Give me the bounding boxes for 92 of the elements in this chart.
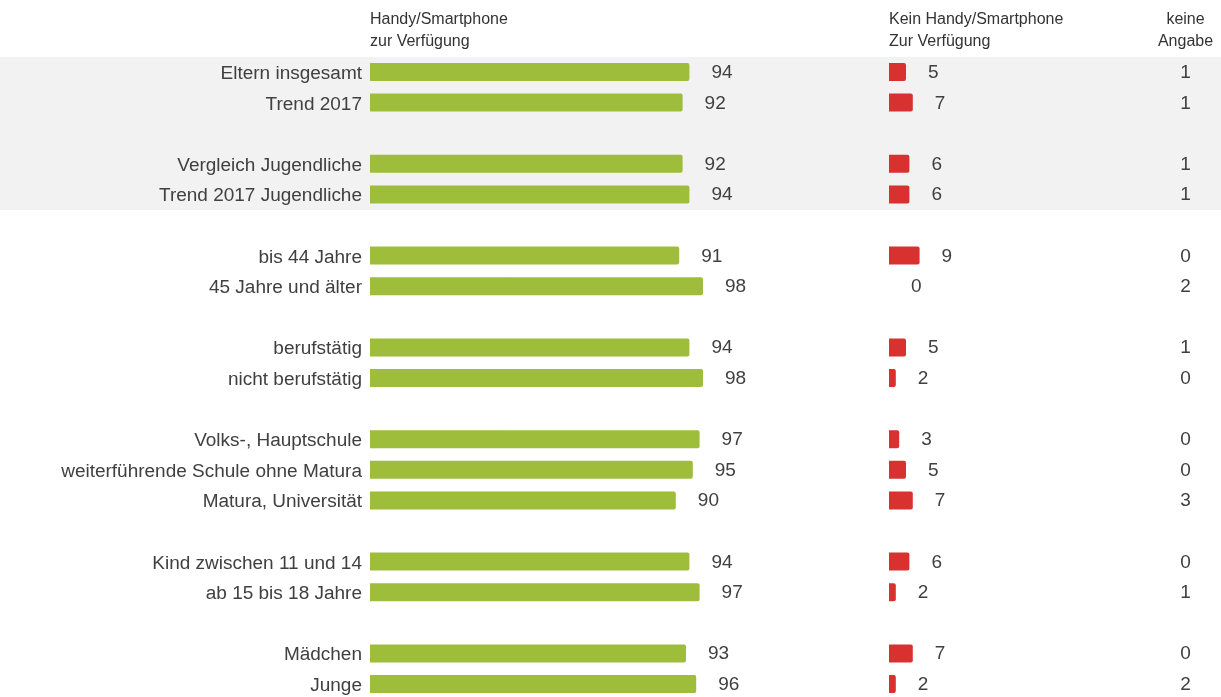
bar [370, 93, 683, 112]
data-label: 7 [934, 90, 946, 115]
bar [889, 93, 913, 112]
y-tick-label: ab 15 bis 18 Jahre [205, 582, 362, 604]
data-label: 97 [721, 427, 743, 452]
bar [370, 154, 683, 173]
data-label: 7 [934, 641, 946, 666]
data-label: 1 [1179, 60, 1192, 84]
data-label: 1 [1179, 151, 1192, 176]
data-label: 2 [1179, 274, 1192, 299]
data-label: 90 [697, 488, 719, 513]
bar [370, 674, 697, 693]
bar [889, 491, 913, 510]
data-label: 0 [1179, 243, 1192, 268]
bar [889, 430, 900, 449]
bar [370, 491, 676, 510]
data-label: 95 [714, 457, 736, 482]
bar [370, 460, 693, 479]
bar [889, 369, 896, 387]
bar [370, 552, 690, 571]
bar [370, 338, 690, 357]
data-label: 98 [725, 366, 747, 390]
bar [370, 185, 690, 204]
y-tick-label: Trend 2017 Jugendliche [159, 184, 362, 206]
data-label: 94 [711, 182, 733, 207]
bar [889, 460, 906, 479]
data-label: 5 [927, 335, 939, 360]
data-label: 91 [701, 243, 723, 268]
data-label: 1 [1179, 182, 1192, 207]
bar [370, 63, 690, 81]
data-label: 97 [721, 580, 743, 605]
bar [889, 185, 910, 204]
y-tick-label: Vergleich Jugendliche [177, 153, 362, 175]
bar [370, 644, 687, 663]
data-label: 5 [927, 60, 939, 84]
data-label: 6 [931, 549, 942, 574]
data-label: 98 [725, 274, 747, 299]
text: Kein Handy/Smartphone Zur Verfügung [889, 10, 1064, 49]
bar [370, 277, 703, 296]
bar [889, 674, 896, 693]
y-tick-label: Junge [310, 674, 362, 696]
y-tick-label: Trend 2017 [265, 92, 362, 114]
data-label: 92 [704, 90, 726, 115]
data-label: 6 [931, 182, 942, 207]
data-label: 6 [931, 151, 942, 176]
y-tick-label: 45 Jahre und älter [208, 276, 362, 298]
data-label: 94 [711, 549, 733, 574]
y-tick-label: Volks-, Hauptschule [194, 429, 362, 451]
y-tick-label: Mädchen [283, 643, 362, 665]
chart-title: Handy/Smartphone zur Verfügung [370, 9, 509, 51]
y-tick-label: nicht berufstätig [227, 368, 362, 390]
data-label: 0 [1179, 549, 1192, 574]
data-label: 0 [1179, 641, 1192, 666]
data-label: 0 [1179, 457, 1192, 482]
data-label: 92 [704, 151, 726, 176]
bar [889, 63, 906, 81]
data-label: 1 [1179, 90, 1192, 115]
bar [889, 246, 920, 265]
data-label: 96 [718, 672, 740, 696]
bar [889, 338, 906, 357]
data-label: 3 [921, 427, 932, 452]
data-label: 7 [934, 488, 946, 513]
bar [370, 430, 700, 449]
data-label: 2 [917, 366, 929, 390]
text: keine Angabe [1156, 9, 1215, 51]
y-tick-label: weiterführende Schule ohne Matura [60, 459, 363, 481]
data-label: 94 [711, 60, 733, 84]
bar [370, 246, 680, 265]
data-label: 3 [1179, 488, 1192, 513]
bar [889, 154, 910, 173]
data-label: 5 [927, 457, 939, 482]
data-label: 94 [711, 335, 733, 360]
data-label: 1 [1179, 335, 1192, 360]
y-tick-label: berufstätig [273, 337, 362, 359]
bar [889, 644, 913, 663]
bar [370, 369, 703, 387]
data-label: 1 [1179, 580, 1192, 605]
data-label: 0 [1179, 365, 1192, 390]
y-tick-label: Kind zwischen 11 und 14 [152, 551, 362, 573]
y-tick-label: Eltern insgesamt [220, 62, 363, 84]
data-label: 0 [1179, 427, 1192, 452]
data-label: 9 [941, 243, 953, 268]
data-label: 0 [911, 274, 922, 299]
y-tick-label: bis 44 Jahre [258, 245, 362, 267]
y-tick-label: Matura, Universität [202, 490, 363, 512]
data-label: 2 [1179, 671, 1192, 696]
bar [889, 552, 910, 571]
bar [370, 583, 700, 602]
bar [889, 583, 896, 602]
data-label: 93 [708, 641, 730, 666]
data-label: 2 [917, 672, 929, 696]
data-label: 2 [917, 580, 929, 605]
